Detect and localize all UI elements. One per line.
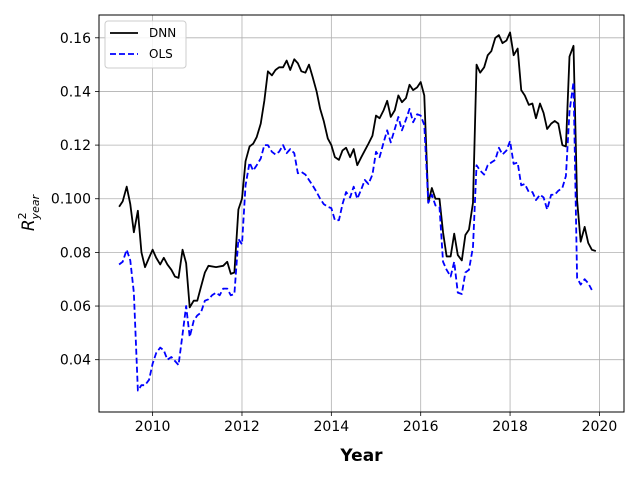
series-lines xyxy=(118,31,597,392)
x-tick-label-2012: 2012 xyxy=(224,419,260,435)
series-line-dnn xyxy=(118,31,597,309)
y-tick-label-2: 0.08 xyxy=(60,245,91,261)
y-tick-label-4: 0.12 xyxy=(60,138,91,154)
y-axis-title: R2year xyxy=(16,193,42,231)
legend: DNN OLS xyxy=(104,20,187,69)
y-tick-label-0: 0.04 xyxy=(60,353,91,369)
plot-frame xyxy=(98,14,625,413)
y-tick-label-5: 0.14 xyxy=(60,84,91,100)
x-tick-label-2010: 2010 xyxy=(135,419,171,435)
y-axis-title-base: R xyxy=(19,219,39,231)
x-tick-label-2014: 2014 xyxy=(314,419,350,435)
legend-label-dnn: DNN xyxy=(149,26,176,40)
y-axis-title-sub: year xyxy=(29,193,42,220)
x-axis-title: Year xyxy=(339,446,383,466)
x-tick-label-2020: 2020 xyxy=(582,419,618,435)
series-line-ols xyxy=(118,81,593,392)
y-tick-label-6: 0.16 xyxy=(60,31,91,47)
x-tick-label-2018: 2018 xyxy=(492,419,528,435)
legend-label-ols: OLS xyxy=(149,47,173,61)
ticks: 2010 2012 2014 2016 2018 2020 0.04 0.06 0.08 0.10… xyxy=(51,31,617,435)
y-tick-label-3: 0.100 xyxy=(51,192,91,208)
y-axis-title-sup: 2 xyxy=(16,212,29,219)
x-tick-label-2016: 2016 xyxy=(403,419,439,435)
y-tick-label-1: 0.06 xyxy=(60,299,91,315)
